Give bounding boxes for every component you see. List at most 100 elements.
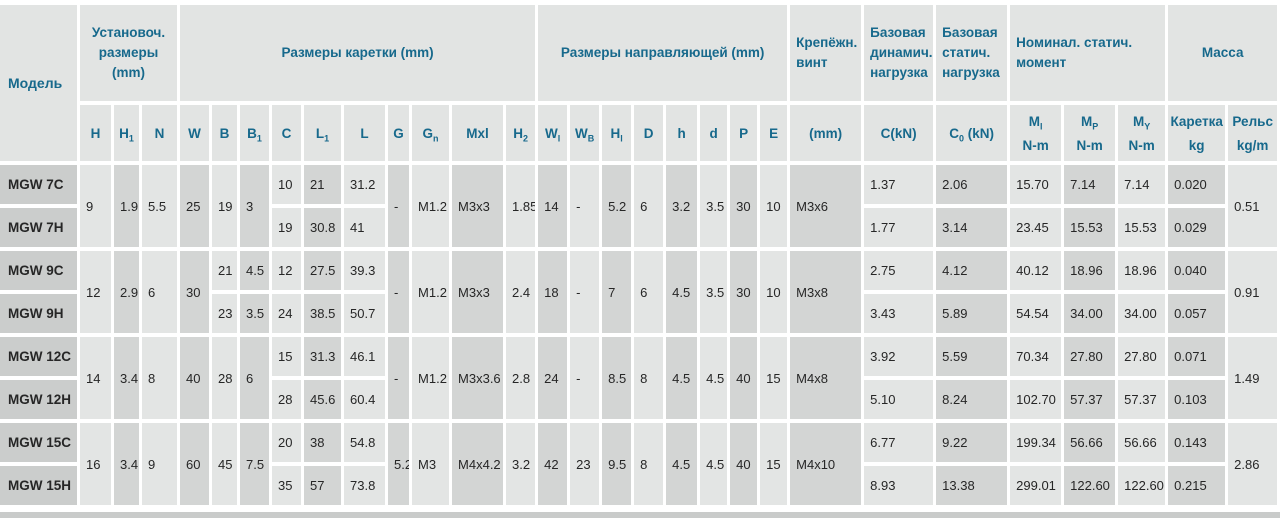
cell-B: 19 [212,165,241,251]
cell-D: 6 [634,251,667,337]
cell-B1: 4.5 [240,251,273,294]
cell-screw: M4x10 [790,423,865,509]
cell-My: 34.00 [1118,294,1169,337]
model-cell: MGW 9C [0,251,80,294]
column-header-model: Модель [0,5,80,165]
table-row-mgw-7c: MGW 7C 9 1.9 5.5 25 19 3 10 21 31.2- M1.2 M3x3 1.85 1… [0,165,1280,251]
group-header-static-load: Базовая статич. нагрузка [936,5,1011,105]
cell-C: 15 [272,337,305,380]
cell-My: 56.66 [1118,423,1169,466]
column-header-Wl: Wl [538,105,571,165]
cell-H2: 3.2 [506,423,539,509]
cell-W: 60 [180,423,213,509]
cell-L: 54.8 [344,423,389,466]
model-cell: MGW 7H [0,208,80,251]
model-cell: MGW 9H [0,294,80,337]
cell-h: 4.5 [666,251,701,337]
column-header-H1: H1 [114,105,142,165]
cell-WB: - [570,251,603,337]
cell-C0_stat: 13.38 [936,466,1011,509]
header-group-row: Модель Установоч. размеры (mm) Размеры кар… [0,5,1280,165]
column-header-screw: (mm) [790,105,865,165]
cell-L1: 31.3 [304,337,345,380]
cell-Gn: M1.2 [412,251,453,337]
cell-H: 14 [80,337,114,423]
cell-H: 16 [80,423,114,509]
cell-My: 15.53 [1118,208,1169,251]
cell-WB: - [570,337,603,423]
cell-mass_car: 0.143 [1168,423,1229,466]
cell-C0_stat: 4.12 [936,251,1011,294]
cell-Ml: 15.70 [1010,165,1065,208]
cell-C_dyn: 5.10 [864,380,937,423]
table-row-mgw-9c: MGW 9C 12 2.9 6 30 21 4.5 12 27.5 39.3- M1.2 M3x3 2.… [0,251,1280,337]
cell-Mp: 34.00 [1064,294,1119,337]
cell-B: 28 [212,337,241,423]
column-header-Gn: Gn [412,105,453,165]
column-header-N: N [142,105,181,165]
cell-L1: 30.8 [304,208,345,251]
cell-B1: 3.5 [240,294,273,337]
cell-N: 8 [142,337,181,423]
cell-Mp: 122.60 [1064,466,1119,509]
cell-L1: 27.5 [304,251,345,294]
cell-Gn: M1.2 [412,337,453,423]
column-header-Mxl: Mxl [452,105,507,165]
column-header-d: d [700,105,731,165]
cell-screw: M4x8 [790,337,865,423]
cell-C0_stat: 5.89 [936,294,1011,337]
group-header-install-dims: Установоч. размеры (mm) [80,5,181,105]
cell-Hl: 5.2 [602,165,635,251]
cell-W: 30 [180,251,213,337]
table-row-mgw-7h: MGW 7H 19 30.8 41 1.77 3.14 23.45 15.53 15.53 0.0… [0,208,1280,251]
cell-C_dyn: 6.77 [864,423,937,466]
cell-My: 18.96 [1118,251,1169,294]
cell-Mxl: M4x4.2 [452,423,507,509]
cell-C_dyn: 3.43 [864,294,937,337]
column-header-mass_car: Каретка kg [1168,105,1229,165]
cell-My: 27.80 [1118,337,1169,380]
cell-W: 40 [180,337,213,423]
cell-Ml: 70.34 [1010,337,1065,380]
cell-E: 10 [760,251,791,337]
cell-B1: 6 [240,337,273,423]
cell-WB: - [570,165,603,251]
cell-screw: M3x6 [790,165,865,251]
cell-G: - [388,251,413,337]
cell-H1: 1.9 [114,165,142,251]
cell-mass_car: 0.103 [1168,380,1229,423]
cell-P: 30 [730,165,761,251]
cell-C: 20 [272,423,305,466]
cell-Ml: 299.01 [1010,466,1065,509]
cell-Wl: 42 [538,423,571,509]
model-cell: MGW 12H [0,380,80,423]
column-header-Hl: Hl [602,105,635,165]
group-header-mass: Масса [1168,5,1280,105]
cell-d: 4.5 [700,423,731,509]
cell-L: 46.1 [344,337,389,380]
cell-Mp: 15.53 [1064,208,1119,251]
cell-H2: 2.4 [506,251,539,337]
column-header-P: P [730,105,761,165]
table-row-mgw-12h: MGW 12H 28 45.6 60.4 5.10 8.24 102.70 57.37 57.3… [0,380,1280,423]
cell-H2: 1.85 [506,165,539,251]
cell-mass_car: 0.040 [1168,251,1229,294]
cell-Ml: 54.54 [1010,294,1065,337]
column-header-h: h [666,105,701,165]
cell-B: 21 [212,251,241,294]
cell-L: 41 [344,208,389,251]
cell-Mxl: M3x3 [452,165,507,251]
group-header-static-moment: Номинал. статич. момент [1010,5,1169,105]
cell-N: 5.5 [142,165,181,251]
cell-WB: 23 [570,423,603,509]
cell-B1: 3 [240,165,273,251]
cell-E: 15 [760,337,791,423]
cell-Mp: 27.80 [1064,337,1119,380]
cell-Hl: 8.5 [602,337,635,423]
cell-Hl: 7 [602,251,635,337]
cell-mass_rail: 0.51 [1228,165,1280,251]
column-header-B1: B1 [240,105,273,165]
cell-C: 35 [272,466,305,509]
cell-Ml: 23.45 [1010,208,1065,251]
cell-B1: 7.5 [240,423,273,509]
